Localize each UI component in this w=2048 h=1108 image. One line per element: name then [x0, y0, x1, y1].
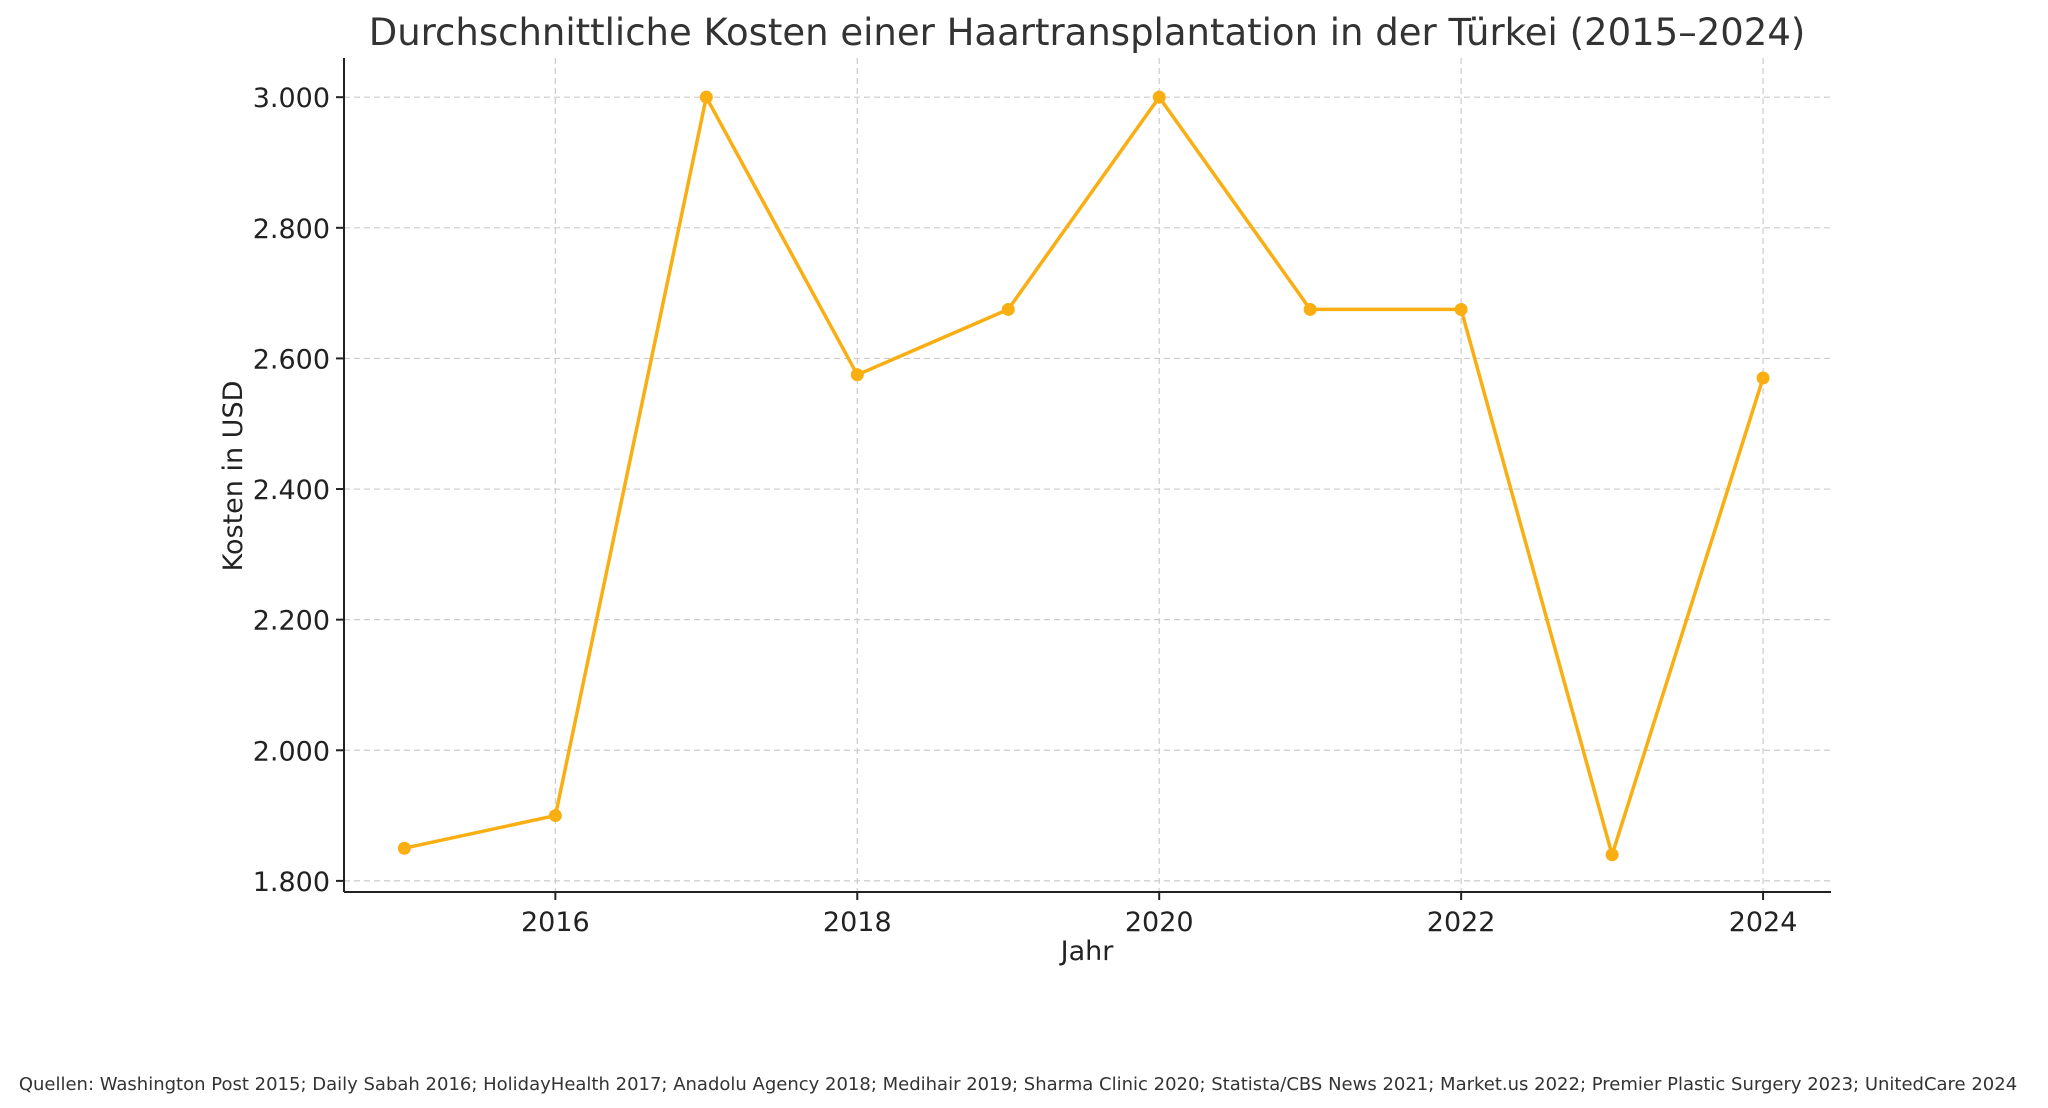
series-layer [397, 90, 1770, 862]
y-tick-label: 3.000 [253, 83, 330, 114]
data-point [1303, 302, 1317, 316]
y-axis-label: Kosten in USD [218, 381, 249, 572]
data-point [548, 809, 562, 823]
data-point [850, 368, 864, 382]
x-axis-label: Jahr [1059, 936, 1115, 967]
axis-layer: 2016 2018 2020 2022 2024 1.800 2.000 2.200 2.400… [253, 58, 1831, 938]
data-point [397, 841, 411, 855]
data-point [1756, 371, 1770, 385]
series-line [404, 95, 1765, 857]
data-point [1454, 302, 1468, 316]
grid-layer [344, 58, 1831, 892]
x-tick-label: 2024 [1729, 907, 1798, 938]
data-point [1605, 848, 1619, 862]
data-point [1001, 302, 1015, 316]
y-tick-label: 2.800 [253, 214, 330, 245]
x-tick-label: 2018 [823, 907, 892, 938]
data-point [1152, 90, 1166, 104]
y-tick-label: 2.400 [253, 475, 330, 506]
x-tick-label: 2016 [521, 907, 590, 938]
y-tick-label: 1.800 [253, 867, 330, 898]
chart-title: Durchschnittliche Kosten einer Haartrans… [369, 11, 1806, 54]
y-tick-label: 2.200 [253, 606, 330, 637]
y-tick-label: 2.000 [253, 736, 330, 767]
source-note: Quellen: Washington Post 2015; Daily Sab… [19, 1074, 2017, 1095]
x-tick-label: 2022 [1427, 907, 1496, 938]
y-tick-label: 2.600 [253, 344, 330, 375]
data-point [699, 90, 713, 104]
x-tick-label: 2020 [1125, 907, 1194, 938]
